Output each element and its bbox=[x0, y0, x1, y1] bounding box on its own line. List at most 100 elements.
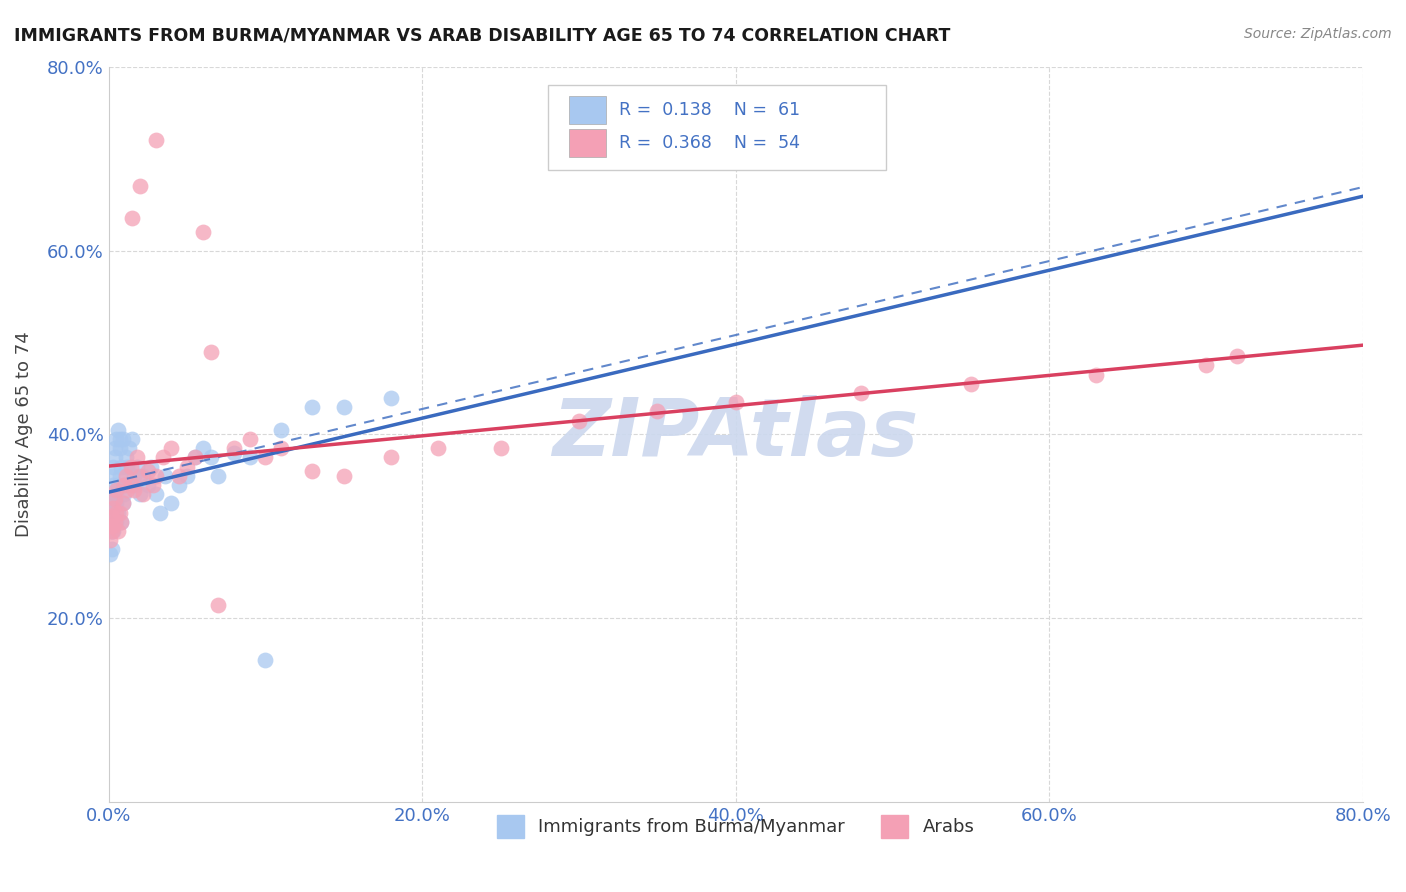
Point bbox=[139, 459, 162, 474]
Point bbox=[107, 423, 129, 437]
Point bbox=[107, 506, 129, 520]
Point bbox=[332, 468, 354, 483]
Point bbox=[200, 344, 222, 359]
Point bbox=[153, 468, 176, 483]
Point bbox=[1226, 349, 1249, 363]
Point bbox=[108, 468, 131, 483]
Point bbox=[125, 450, 148, 465]
Point bbox=[301, 400, 323, 414]
Point bbox=[115, 450, 138, 465]
Text: IMMIGRANTS FROM BURMA/MYANMAR VS ARAB DISABILITY AGE 65 TO 74 CORRELATION CHART: IMMIGRANTS FROM BURMA/MYANMAR VS ARAB DI… bbox=[14, 27, 950, 45]
Point bbox=[270, 423, 292, 437]
Point bbox=[167, 478, 190, 492]
Point bbox=[112, 478, 135, 492]
Point bbox=[176, 468, 198, 483]
Point bbox=[254, 450, 277, 465]
Point bbox=[149, 506, 172, 520]
Point bbox=[120, 459, 142, 474]
Point bbox=[108, 441, 131, 455]
Point bbox=[100, 468, 122, 483]
Point bbox=[105, 496, 128, 510]
Point bbox=[125, 459, 148, 474]
Point bbox=[724, 395, 747, 409]
Point bbox=[254, 653, 277, 667]
Point bbox=[121, 478, 143, 492]
Point bbox=[207, 468, 229, 483]
Point bbox=[132, 487, 155, 501]
Point bbox=[103, 519, 125, 533]
Point bbox=[160, 496, 183, 510]
Point bbox=[145, 468, 167, 483]
Point bbox=[104, 441, 127, 455]
Point bbox=[184, 450, 207, 465]
Point bbox=[132, 468, 155, 483]
Point bbox=[100, 524, 122, 538]
Point bbox=[959, 376, 981, 391]
Point bbox=[100, 510, 122, 524]
Text: ZIPAtlas: ZIPAtlas bbox=[553, 395, 918, 474]
Point bbox=[105, 487, 128, 501]
Point bbox=[145, 133, 167, 147]
Point bbox=[136, 478, 159, 492]
Point bbox=[105, 506, 128, 520]
Point bbox=[141, 478, 163, 492]
Point bbox=[184, 450, 207, 465]
Point bbox=[380, 391, 402, 405]
Point bbox=[301, 464, 323, 478]
Point bbox=[98, 547, 121, 561]
Point bbox=[105, 432, 128, 446]
Point bbox=[103, 491, 125, 506]
Point bbox=[107, 524, 129, 538]
Point bbox=[103, 501, 125, 516]
Y-axis label: Disability Age 65 to 74: Disability Age 65 to 74 bbox=[15, 332, 32, 537]
Point bbox=[105, 515, 128, 529]
Point bbox=[107, 478, 129, 492]
Point bbox=[111, 496, 134, 510]
Point bbox=[103, 524, 125, 538]
Point bbox=[118, 441, 141, 455]
Point bbox=[222, 441, 245, 455]
Point bbox=[222, 446, 245, 460]
Point bbox=[239, 450, 262, 465]
Point bbox=[98, 519, 121, 533]
Point bbox=[160, 441, 183, 455]
FancyBboxPatch shape bbox=[569, 129, 606, 157]
Point bbox=[568, 414, 591, 428]
Point bbox=[167, 468, 190, 483]
Point bbox=[98, 533, 121, 548]
Point bbox=[117, 459, 139, 474]
Point bbox=[112, 487, 135, 501]
Point bbox=[129, 179, 152, 194]
Point bbox=[100, 542, 122, 557]
Point bbox=[103, 501, 125, 516]
Point bbox=[112, 478, 135, 492]
Point bbox=[110, 515, 132, 529]
Point bbox=[117, 483, 139, 497]
Point bbox=[108, 506, 131, 520]
Point bbox=[207, 598, 229, 612]
Point bbox=[100, 506, 122, 520]
Point bbox=[645, 404, 668, 418]
Point bbox=[239, 432, 262, 446]
Text: R =  0.138    N =  61: R = 0.138 N = 61 bbox=[619, 101, 800, 119]
Point bbox=[176, 459, 198, 474]
Point bbox=[1085, 368, 1108, 382]
Text: Source: ZipAtlas.com: Source: ZipAtlas.com bbox=[1244, 27, 1392, 41]
Point bbox=[121, 211, 143, 226]
Point bbox=[122, 468, 145, 483]
Legend: Immigrants from Burma/Myanmar, Arabs: Immigrants from Burma/Myanmar, Arabs bbox=[489, 808, 981, 845]
Point bbox=[110, 515, 132, 529]
Point bbox=[103, 459, 125, 474]
Text: R =  0.368    N =  54: R = 0.368 N = 54 bbox=[619, 134, 800, 153]
FancyBboxPatch shape bbox=[547, 85, 886, 169]
Point bbox=[104, 450, 127, 465]
Point bbox=[145, 487, 167, 501]
Point bbox=[332, 400, 354, 414]
Point bbox=[108, 432, 131, 446]
Point bbox=[110, 459, 132, 474]
Point bbox=[426, 441, 449, 455]
Point bbox=[1195, 359, 1218, 373]
Point bbox=[152, 450, 174, 465]
Point bbox=[191, 225, 214, 239]
Point bbox=[104, 515, 127, 529]
